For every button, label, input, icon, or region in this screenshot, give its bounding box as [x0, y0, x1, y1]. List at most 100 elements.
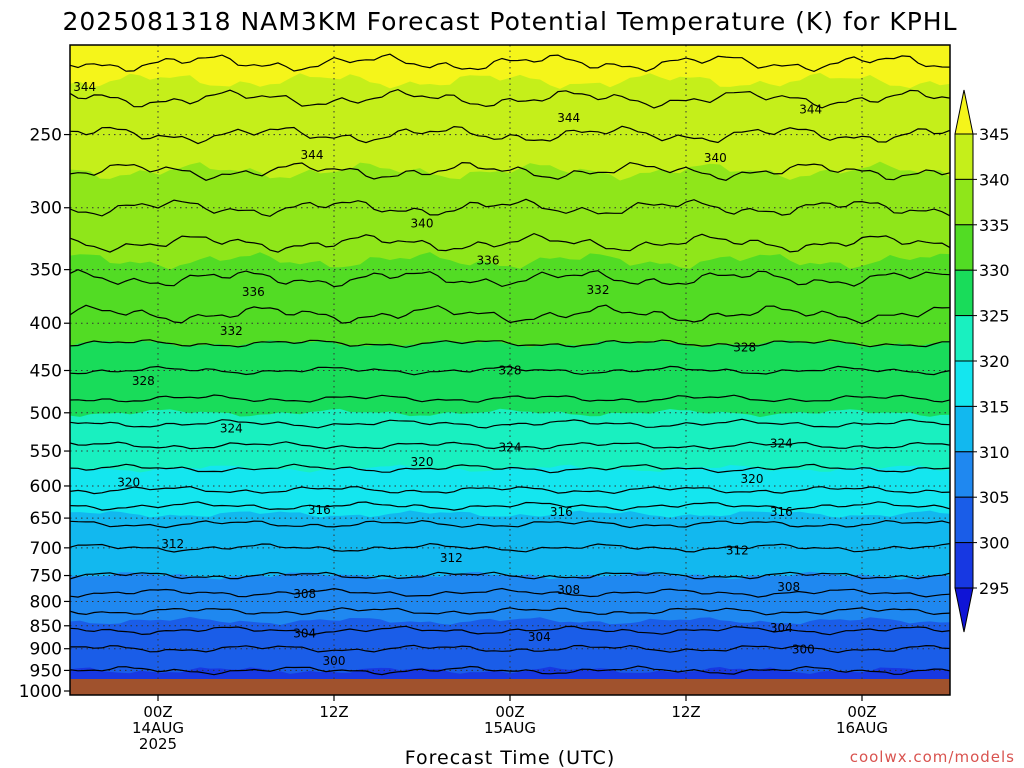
contour-line — [70, 441, 950, 450]
x-tick-label: 12Z — [319, 703, 348, 721]
colorbar: 345 340 335 330 325 320 315 310 305 300 295 — [954, 89, 1010, 633]
x-tick-label: 00Z — [143, 703, 172, 721]
color-bands — [70, 45, 950, 695]
ground-strip — [70, 679, 950, 695]
contour-label-text: 304 — [528, 630, 551, 644]
colorbar-label: 335 — [979, 216, 1010, 235]
colorbar-swatch — [954, 315, 974, 362]
contour-line — [70, 485, 950, 495]
y-tick-label: 950 — [30, 661, 62, 681]
contour-line — [70, 542, 950, 553]
contour-label: 340 — [704, 151, 727, 165]
colorbar-arrow-top — [954, 89, 974, 135]
y-tick-label: 650 — [30, 509, 62, 529]
contour-label: 316 — [308, 503, 331, 517]
contour-label: 308 — [777, 580, 800, 594]
colorbar-swatch — [954, 451, 974, 498]
contour-label: 308 — [293, 587, 316, 601]
contour-label: 328 — [499, 363, 522, 377]
contour-line — [70, 365, 950, 376]
colorbar-label: 315 — [979, 397, 1010, 416]
contour-line — [70, 339, 950, 348]
contour-label: 328 — [132, 374, 155, 388]
x-tick-label: 12Z — [671, 703, 700, 721]
contour-label-text: 300 — [323, 654, 346, 668]
x-tick-label: 14AUG — [132, 719, 184, 737]
colorbar-swatch — [954, 224, 974, 271]
colorbar-swatch — [954, 542, 974, 589]
contour-line — [70, 501, 950, 512]
contour-line — [70, 418, 950, 429]
colorbar-label: 320 — [979, 352, 1010, 371]
contour-line — [70, 519, 950, 529]
y-tick-label: 600 — [30, 477, 62, 497]
contour-label-text: 324 — [770, 437, 793, 451]
contour-label-text: 336 — [477, 253, 500, 267]
y-tick-label: 800 — [30, 592, 62, 612]
colorbar-swatch — [954, 133, 974, 180]
contour-line — [70, 269, 950, 288]
contour-line — [70, 198, 950, 217]
contour-line — [70, 394, 950, 403]
contour-label-text: 324 — [499, 440, 522, 454]
contour-line — [70, 161, 950, 181]
credit-text: coolwx.com/models — [850, 748, 1015, 766]
contour-label-text: 300 — [792, 643, 815, 657]
contour-label: 332 — [220, 324, 243, 338]
contour-label-text: 324 — [220, 422, 243, 436]
contour-label-text: 304 — [293, 627, 316, 641]
contour-label: 344 — [557, 111, 580, 125]
contour-label: 312 — [440, 551, 463, 565]
contour-label: 324 — [499, 440, 522, 454]
contour-line — [70, 607, 950, 616]
colorbar-label: 300 — [979, 534, 1010, 553]
contour-label: 300 — [323, 654, 346, 668]
y-tick-label: 400 — [30, 314, 62, 334]
y-tick-label: 450 — [30, 361, 62, 381]
contour-label-text: 340 — [411, 216, 434, 230]
contour-label-text: 316 — [308, 503, 331, 517]
contour-label-text: 328 — [733, 341, 756, 355]
x-tick-label: 00Z — [847, 703, 876, 721]
contour-label-text: 320 — [411, 455, 434, 469]
contour-label: 304 — [770, 621, 793, 635]
contour-label-text: 308 — [777, 580, 800, 594]
y-tick-label: 500 — [30, 404, 62, 424]
contour-label-text: 340 — [704, 151, 727, 165]
contour-label: 328 — [733, 341, 756, 355]
contour-line — [70, 88, 950, 109]
colorbar-label: 295 — [979, 579, 1010, 598]
contour-label: 312 — [161, 537, 184, 551]
y-tick-label: 350 — [30, 261, 62, 281]
contour-label-text: 332 — [587, 283, 610, 297]
contour-label-text: 344 — [73, 80, 96, 94]
contour-label: 304 — [293, 627, 316, 641]
contour-label: 344 — [301, 148, 324, 162]
colorbar-swatch — [954, 405, 974, 453]
contour-label: 344 — [73, 80, 96, 94]
contour-label-text: 312 — [726, 544, 749, 558]
x-axis-label: Forecast Time (UTC) — [405, 747, 615, 768]
colorbar-label: 325 — [979, 307, 1010, 326]
contour-label-text: 328 — [132, 374, 155, 388]
x-tick-label: 2025 — [139, 735, 177, 753]
contour-label-text: 316 — [550, 505, 573, 519]
contour-label-text: 308 — [293, 587, 316, 601]
chart-title: 2025081318 NAM3KM Forecast Potential Tem… — [62, 7, 957, 36]
contour-label: 320 — [411, 455, 434, 469]
colorbar-label: 345 — [979, 125, 1010, 144]
y-tick-label: 550 — [30, 442, 62, 462]
colorbar-label: 330 — [979, 261, 1010, 280]
contour-label: 304 — [528, 630, 551, 644]
colorbar-label: 305 — [979, 488, 1010, 507]
contour-label: 324 — [220, 422, 243, 436]
colorbar-swatch — [954, 269, 974, 317]
x-tick-label: 00Z — [495, 703, 524, 721]
colorbar-label: 310 — [979, 443, 1010, 462]
contour-line — [70, 304, 950, 325]
colorbar-label: 340 — [979, 170, 1010, 189]
contour-label-text: 328 — [499, 363, 522, 377]
contour-label: 308 — [557, 583, 580, 597]
